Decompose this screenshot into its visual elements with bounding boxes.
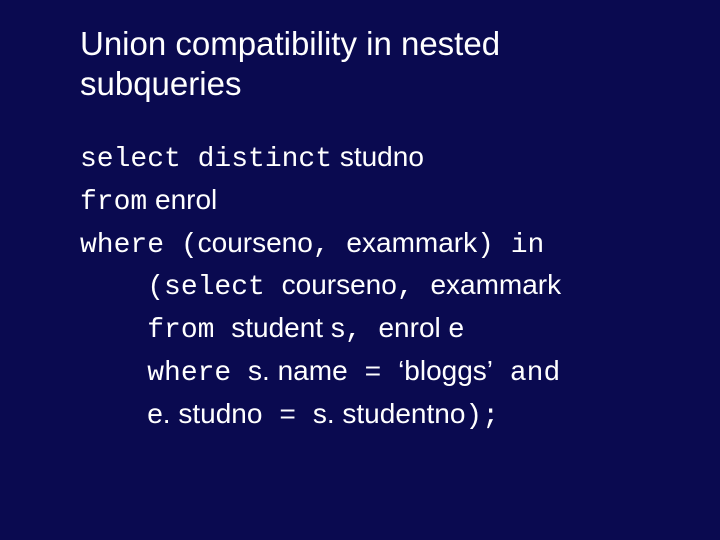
identifier-token: courseno	[282, 269, 397, 300]
keyword-token: from	[147, 315, 231, 346]
code-block: select distinct studnofrom enrolwhere (c…	[80, 137, 660, 436]
identifier-token: studno	[332, 141, 424, 172]
keyword-token: ,	[397, 272, 431, 303]
code-line: from student s, enrol e	[80, 308, 660, 351]
identifier-token: student s	[231, 312, 345, 343]
keyword-token: (select	[147, 272, 281, 303]
code-line: from enrol	[80, 180, 660, 223]
keyword-token: where (	[80, 230, 198, 261]
keyword-token: ,	[345, 315, 379, 346]
identifier-token: exammark	[346, 227, 477, 258]
identifier-token: s. studentno	[313, 398, 466, 429]
keyword-token: ) in	[477, 230, 544, 261]
keyword-token: where	[147, 358, 248, 389]
keyword-token: ,	[313, 230, 347, 261]
keyword-token: =	[348, 358, 398, 389]
identifier-token: exammark	[430, 269, 561, 300]
identifier-token: enrol e	[378, 312, 464, 343]
code-line: e. studno = s. studentno);	[80, 394, 660, 437]
keyword-token: and	[493, 358, 560, 389]
identifier-token: enrol	[147, 184, 217, 215]
code-line: where s. name = ‘bloggs’ and	[80, 351, 660, 394]
slide: Union compatibility in nested subqueries…	[0, 0, 720, 540]
keyword-token: from	[80, 187, 147, 218]
keyword-token: =	[262, 401, 312, 432]
keyword-token: );	[465, 401, 499, 432]
identifier-token: courseno	[198, 227, 313, 258]
code-line: (select courseno, exammark	[80, 265, 660, 308]
identifier-token: ‘bloggs’	[398, 355, 493, 386]
slide-title: Union compatibility in nested subqueries	[80, 24, 660, 103]
identifier-token: s. name	[248, 355, 348, 386]
keyword-token: select distinct	[80, 144, 332, 175]
code-line: where (courseno, exammark) in	[80, 223, 660, 266]
identifier-token: e. studno	[147, 398, 262, 429]
code-line: select distinct studno	[80, 137, 660, 180]
